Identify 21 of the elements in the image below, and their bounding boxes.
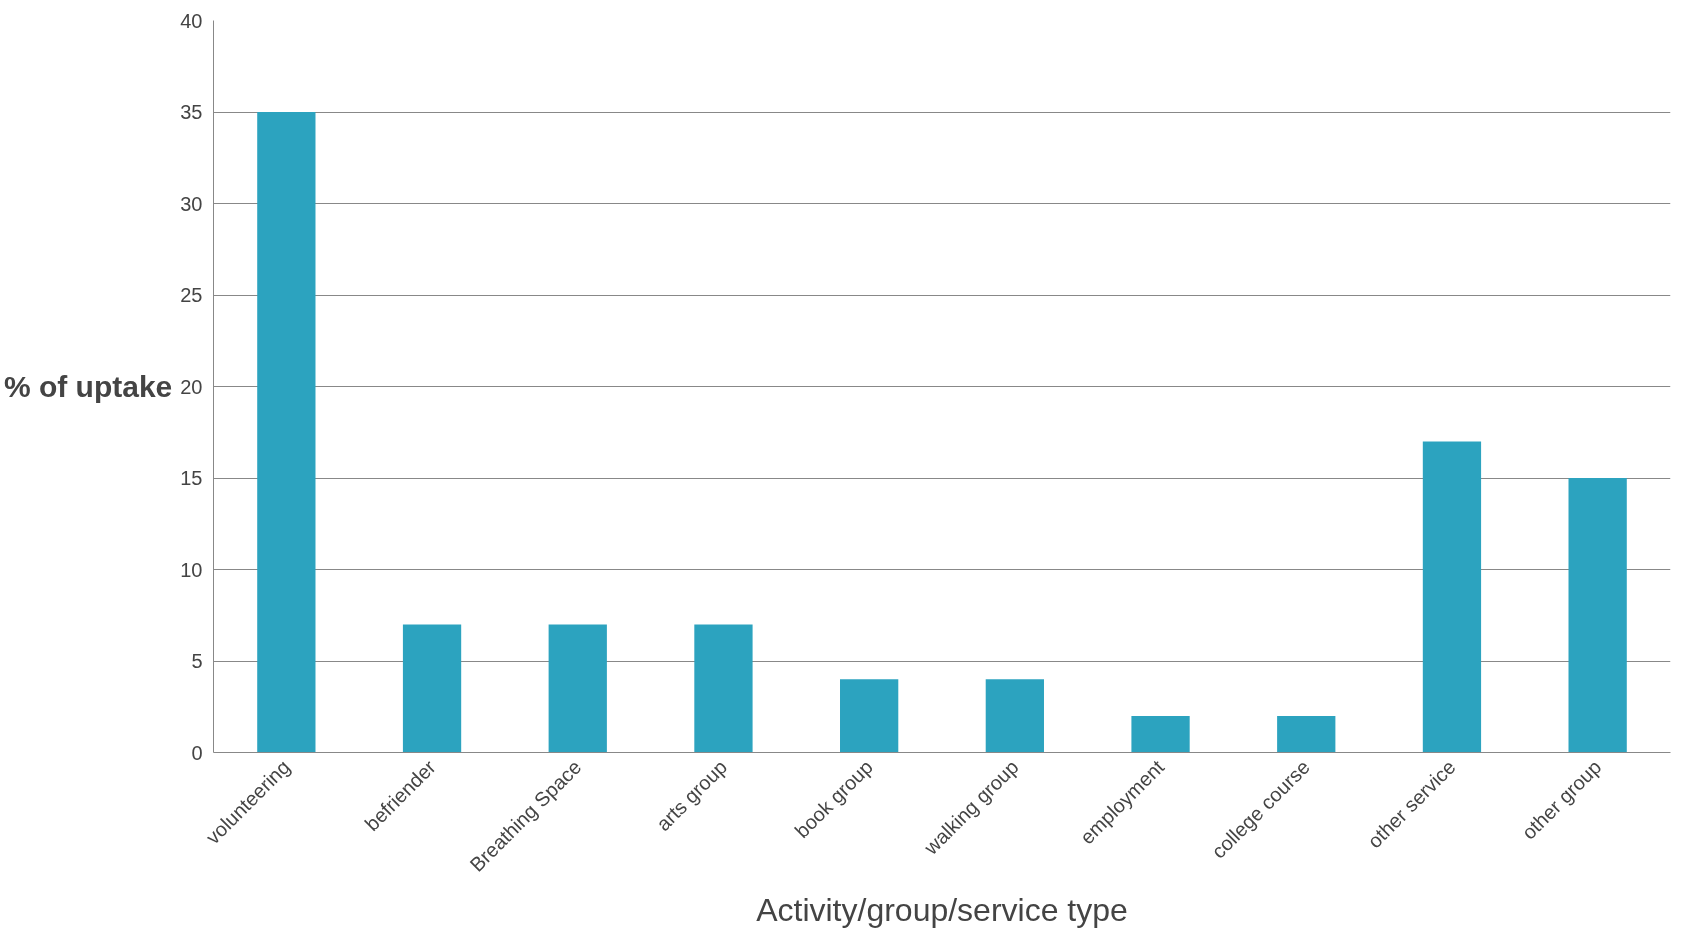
y-axis-title: % of uptake [3,370,173,403]
x-axis-title: Activity/group/service type [756,891,1128,928]
y-tick-label: 15 [180,467,203,489]
y-tick-label: 20 [180,375,203,398]
bar [694,624,753,753]
bar [1277,715,1336,753]
y-tick-label: 0 [191,741,203,764]
bar [1568,478,1627,753]
bar [985,679,1044,753]
y-tick-label: 5 [191,650,203,672]
y-tick-label: 25 [180,284,203,306]
bar [1422,441,1482,753]
bar [840,679,899,753]
bar [1131,715,1190,753]
bar [548,624,607,753]
y-tick-label: 35 [180,101,203,123]
y-tick-label: 10 [180,558,203,581]
bar [402,624,462,753]
y-tick-label: 30 [180,192,203,215]
bar [257,112,316,753]
y-tick-label: 40 [180,9,203,32]
